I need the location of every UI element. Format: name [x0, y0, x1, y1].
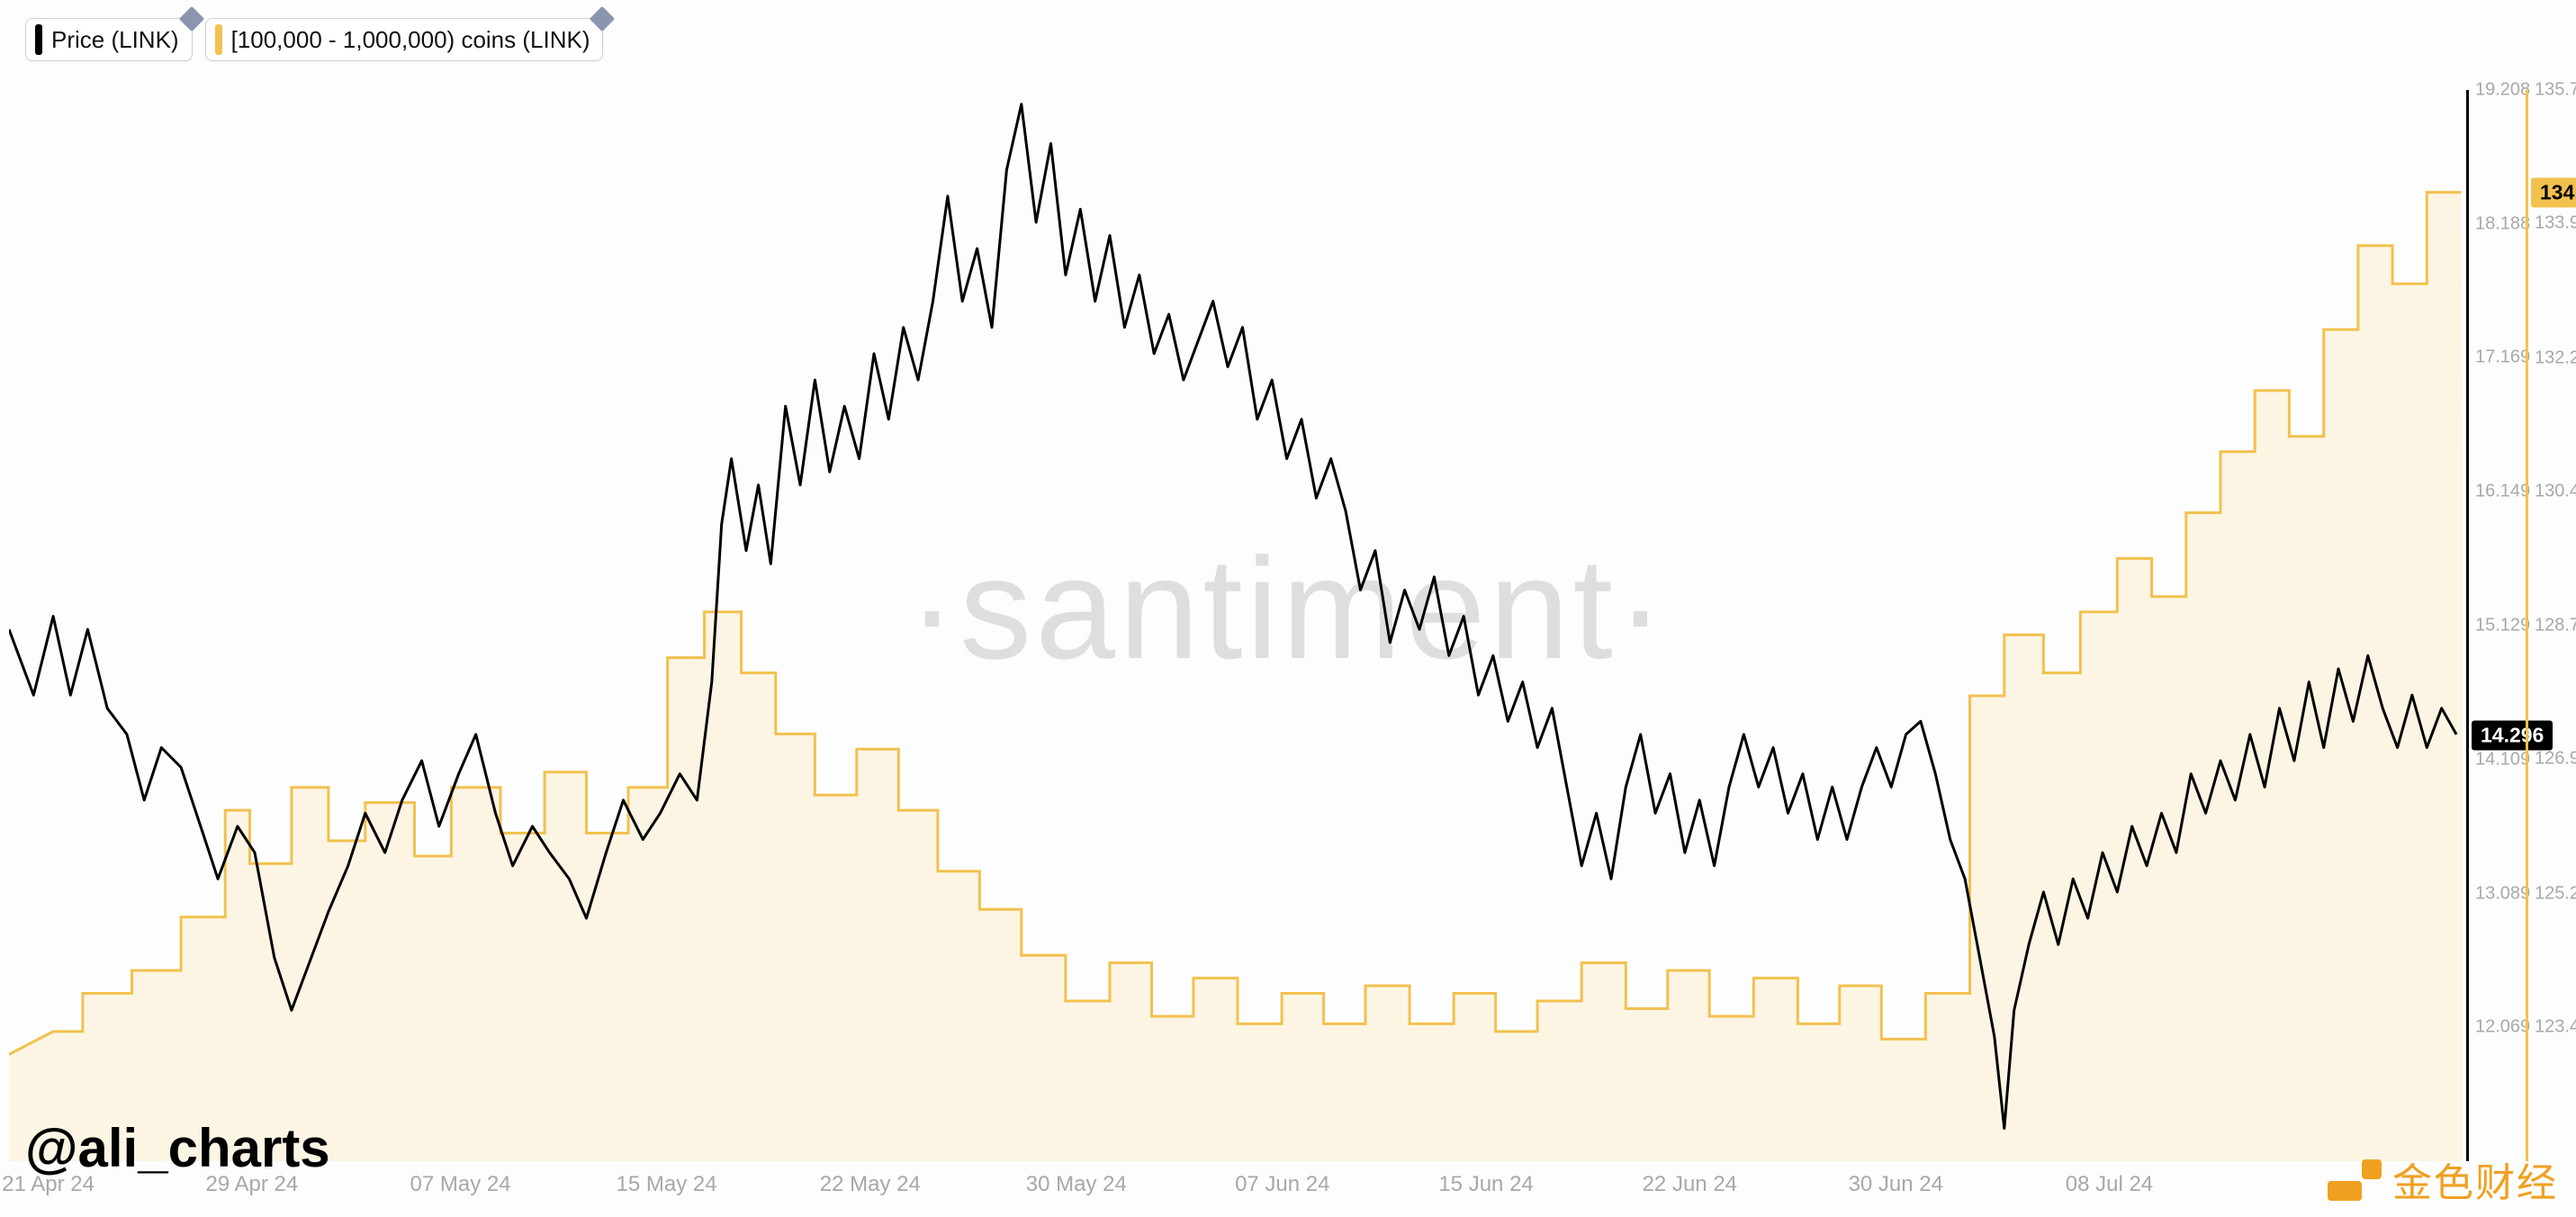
y-axis-price-tick: 16.149	[2475, 482, 2530, 502]
y-axis-coins-tick: 132.23M	[2535, 347, 2576, 368]
x-tick: 15 May 24	[617, 1172, 717, 1197]
plot-svg	[9, 90, 2463, 1161]
x-tick: 07 Jun 24	[1235, 1172, 1329, 1197]
y-axis-price-tick: 17.169	[2475, 347, 2530, 368]
y-axis-coins-tick: 135.74M	[2535, 80, 2576, 101]
y-axis-coins-tick: 126.97M	[2535, 749, 2576, 770]
y-axis-price-tick: 18.188	[2475, 213, 2530, 234]
chart-area	[9, 90, 2463, 1161]
legend-coins-label: [100,000 - 1,000,000) coins (LINK)	[231, 26, 590, 54]
y-axis-coins-tick: 125.21M	[2535, 883, 2576, 904]
eth-icon	[178, 6, 203, 32]
legend-coins[interactable]: [100,000 - 1,000,000) coins (LINK)	[205, 18, 604, 61]
y-axis-price-tick: 19.208	[2475, 80, 2530, 101]
x-tick: 08 Jul 24	[2066, 1172, 2153, 1197]
y-axis-coins-current-badge: 134.4M	[2531, 177, 2576, 207]
legend-price-label: Price (LINK)	[51, 26, 179, 54]
y-axis-price-tick: 12.069	[2475, 1017, 2530, 1038]
eth-icon	[590, 6, 615, 32]
attribution: @ali_charts	[25, 1117, 330, 1179]
y-axis-price-tick: 14.109	[2475, 749, 2530, 770]
x-axis: 21 Apr 2429 Apr 2407 May 2415 May 2422 M…	[9, 1172, 2466, 1208]
legend: Price (LINK) [100,000 - 1,000,000) coins…	[25, 18, 603, 61]
y-axis-coins: 135.74M133.99M132.23M130.48M128.72M126.9…	[2526, 90, 2576, 1161]
y-axis-coins-tick: 123.46M	[2535, 1016, 2576, 1037]
y-axis-price: 19.20818.18817.16916.14915.12914.10913.0…	[2466, 90, 2529, 1161]
y-axis-price-line	[2466, 90, 2469, 1161]
y-axis-price-tick: 13.089	[2475, 883, 2530, 904]
y-axis-coins-tick: 133.99M	[2535, 213, 2576, 234]
x-tick: 22 Jun 24	[1643, 1172, 1737, 1197]
x-tick: 07 May 24	[410, 1172, 511, 1197]
x-tick: 15 Jun 24	[1438, 1172, 1533, 1197]
legend-coins-marker	[215, 24, 222, 55]
y-axis-coins-tick: 128.72M	[2535, 616, 2576, 636]
x-tick: 30 Jun 24	[1849, 1172, 1943, 1197]
source-logo-icon	[2328, 1152, 2382, 1206]
y-axis-price-tick: 15.129	[2475, 616, 2530, 636]
y-axis-coins-line	[2526, 90, 2528, 1161]
y-axis-coins-tick: 130.48M	[2535, 481, 2576, 501]
legend-price[interactable]: Price (LINK)	[25, 18, 193, 61]
legend-price-marker	[35, 24, 42, 55]
x-tick: 22 May 24	[820, 1172, 921, 1197]
coins-area	[9, 193, 2463, 1161]
x-tick: 30 May 24	[1026, 1172, 1127, 1197]
